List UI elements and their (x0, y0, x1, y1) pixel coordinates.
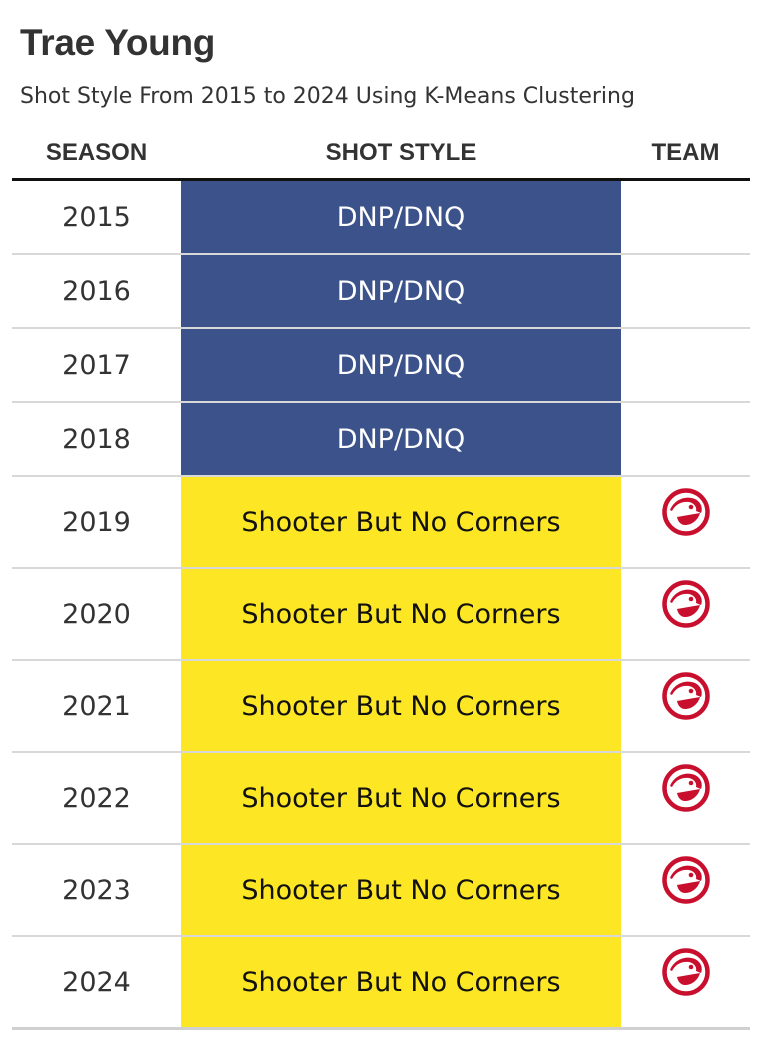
column-header-team: TEAM (621, 128, 750, 181)
team-cell (621, 568, 750, 661)
shot-style-cell: Shooter But No Corners (181, 660, 621, 753)
chart-title: Trae Young (20, 22, 216, 63)
shot-style-cell: Shooter But No Corners (181, 476, 621, 569)
column-header-shot-style: SHOT STYLE (181, 128, 621, 181)
season-cell: 2023 (12, 844, 181, 937)
table-row: 2017 DNP/DNQ (12, 328, 750, 403)
table-row: 2023 Shooter But No Corners (12, 844, 750, 937)
chart-subtitle: Shot Style From 2015 to 2024 Using K-Mea… (20, 84, 635, 109)
shot-style-cell: DNP/DNQ (181, 328, 621, 403)
shot-style-cell: DNP/DNQ (181, 179, 621, 255)
table-row: 2021 Shooter But No Corners (12, 660, 750, 753)
season-cell: 2022 (12, 752, 181, 845)
table-row: 2015 DNP/DNQ (12, 179, 750, 255)
team-cell (621, 936, 750, 1030)
season-cell: 2020 (12, 568, 181, 661)
hawks-logo-icon (621, 672, 750, 731)
header-row: SEASON SHOT STYLE TEAM (12, 128, 750, 181)
season-cell: 2018 (12, 402, 181, 477)
hawks-logo-icon (621, 948, 750, 1007)
shot-style-cell: Shooter But No Corners (181, 752, 621, 845)
hawks-logo-icon (621, 856, 750, 915)
shot-style-cell: Shooter But No Corners (181, 844, 621, 937)
team-cell (621, 844, 750, 937)
season-cell: 2024 (12, 936, 181, 1030)
team-cell (621, 752, 750, 845)
hawks-logo-icon (621, 764, 750, 823)
hawks-logo-icon (621, 580, 750, 639)
shot-style-cell: Shooter But No Corners (181, 568, 621, 661)
shot-style-table: SEASON SHOT STYLE TEAM 2015 DNP/DNQ 2016 DN… (12, 128, 750, 1030)
table-row: 2016 DNP/DNQ (12, 254, 750, 329)
table-row: 2024 Shooter But No Corners (12, 936, 750, 1030)
table-row: 2022 Shooter But No Corners (12, 752, 750, 845)
column-header-season: SEASON (12, 128, 181, 181)
team-cell (621, 402, 750, 477)
team-cell (621, 328, 750, 403)
table-row: 2019 Shooter But No Corners (12, 476, 750, 569)
shot-style-cell: DNP/DNQ (181, 402, 621, 477)
table-row: 2020 Shooter But No Corners (12, 568, 750, 661)
season-cell: 2019 (12, 476, 181, 569)
table-row: 2018 DNP/DNQ (12, 402, 750, 477)
hawks-logo-icon (621, 488, 750, 547)
shot-style-cell: DNP/DNQ (181, 254, 621, 329)
season-cell: 2016 (12, 254, 181, 329)
team-cell (621, 179, 750, 255)
team-cell (621, 660, 750, 753)
shot-style-cell: Shooter But No Corners (181, 936, 621, 1030)
team-cell (621, 254, 750, 329)
season-cell: 2017 (12, 328, 181, 403)
season-cell: 2021 (12, 660, 181, 753)
team-cell (621, 476, 750, 569)
season-cell: 2015 (12, 179, 181, 255)
